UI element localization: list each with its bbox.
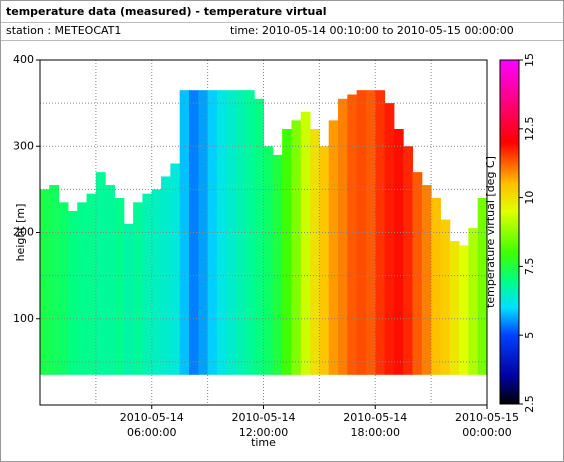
cell-column: [403, 146, 413, 375]
cell-column: [338, 98, 348, 375]
cell-column: [440, 219, 451, 375]
cell-column: [384, 103, 395, 375]
colorbar-tick-label: 5: [523, 332, 536, 339]
cell-column: [123, 223, 134, 375]
cell-column: [272, 154, 283, 375]
x-tick-label: 2010-05-14: [343, 411, 407, 424]
cell-column: [95, 172, 106, 375]
cell-column: [142, 193, 153, 375]
cell-column: [319, 146, 330, 375]
y-tick-label: 200: [13, 226, 34, 239]
x-tick-label: 18:00:00: [351, 426, 400, 439]
cell-column: [235, 90, 246, 375]
cell-column: [49, 185, 60, 375]
x-tick-label: 2010-05-14: [232, 411, 296, 424]
cell-column: [291, 120, 302, 375]
x-axis-label: time: [251, 436, 276, 449]
cell-column: [347, 94, 358, 375]
cell-column: [161, 176, 171, 375]
cell-column: [421, 185, 432, 375]
colorbar-tick-label: 7.5: [523, 258, 536, 276]
cell-column: [133, 202, 143, 375]
cell-column: [375, 90, 386, 375]
station: station : METEOCAT1: [6, 24, 121, 37]
x-tick-label: 06:00:00: [127, 426, 176, 439]
cell-column: [114, 198, 125, 375]
cell-column: [86, 193, 97, 375]
x-tick-label: 2010-05-14: [120, 411, 184, 424]
time-range: time: 2010-05-14 00:10:00 to 2010-05-15 …: [230, 24, 514, 37]
y-tick-label: 400: [13, 53, 34, 66]
cell-column: [310, 129, 320, 375]
cell-column: [151, 189, 162, 375]
colorbar-tick-label: 15: [523, 53, 536, 67]
cell-column: [300, 111, 311, 375]
colorbar-label: temperature virtual [deg C]: [484, 156, 497, 308]
cell-column: [412, 172, 423, 375]
y-axis-label: height [m]: [14, 204, 27, 262]
cell-column: [254, 98, 264, 375]
cell-column: [328, 120, 339, 375]
cell-column: [40, 189, 50, 375]
cell-column: [105, 185, 115, 375]
cell-column: [67, 210, 78, 375]
colorbar: [499, 59, 520, 405]
y-tick-label: 100: [13, 312, 34, 325]
cell-column: [459, 245, 469, 375]
cell-column: [77, 202, 88, 375]
cell-column: [468, 228, 479, 375]
x-tick-label: 2010-05-15: [455, 411, 519, 424]
x-tick-label: 12:00:00: [239, 426, 288, 439]
x-tick-label: 00:00:00: [462, 426, 511, 439]
cell-column: [263, 146, 274, 375]
y-tick-label: 300: [13, 139, 34, 152]
cell-column: [58, 202, 69, 375]
colorbar-tick-label: 12.5: [523, 117, 536, 142]
cell-column: [393, 129, 404, 375]
cell-column: [226, 90, 237, 375]
cell-column: [449, 241, 460, 375]
cell-column: [477, 198, 488, 375]
cell-column: [216, 90, 227, 375]
colorbar-tick-label: 10: [523, 191, 536, 205]
cell-column: [431, 198, 441, 375]
cell-column: [170, 163, 181, 375]
cell-column: [244, 90, 255, 375]
title: temperature data (measured) - temperatur…: [6, 5, 327, 18]
cell-column: [198, 90, 209, 375]
cell-column: [207, 90, 218, 375]
cell-column: [282, 129, 292, 375]
colorbar-tick-label: 2.5: [523, 395, 536, 413]
